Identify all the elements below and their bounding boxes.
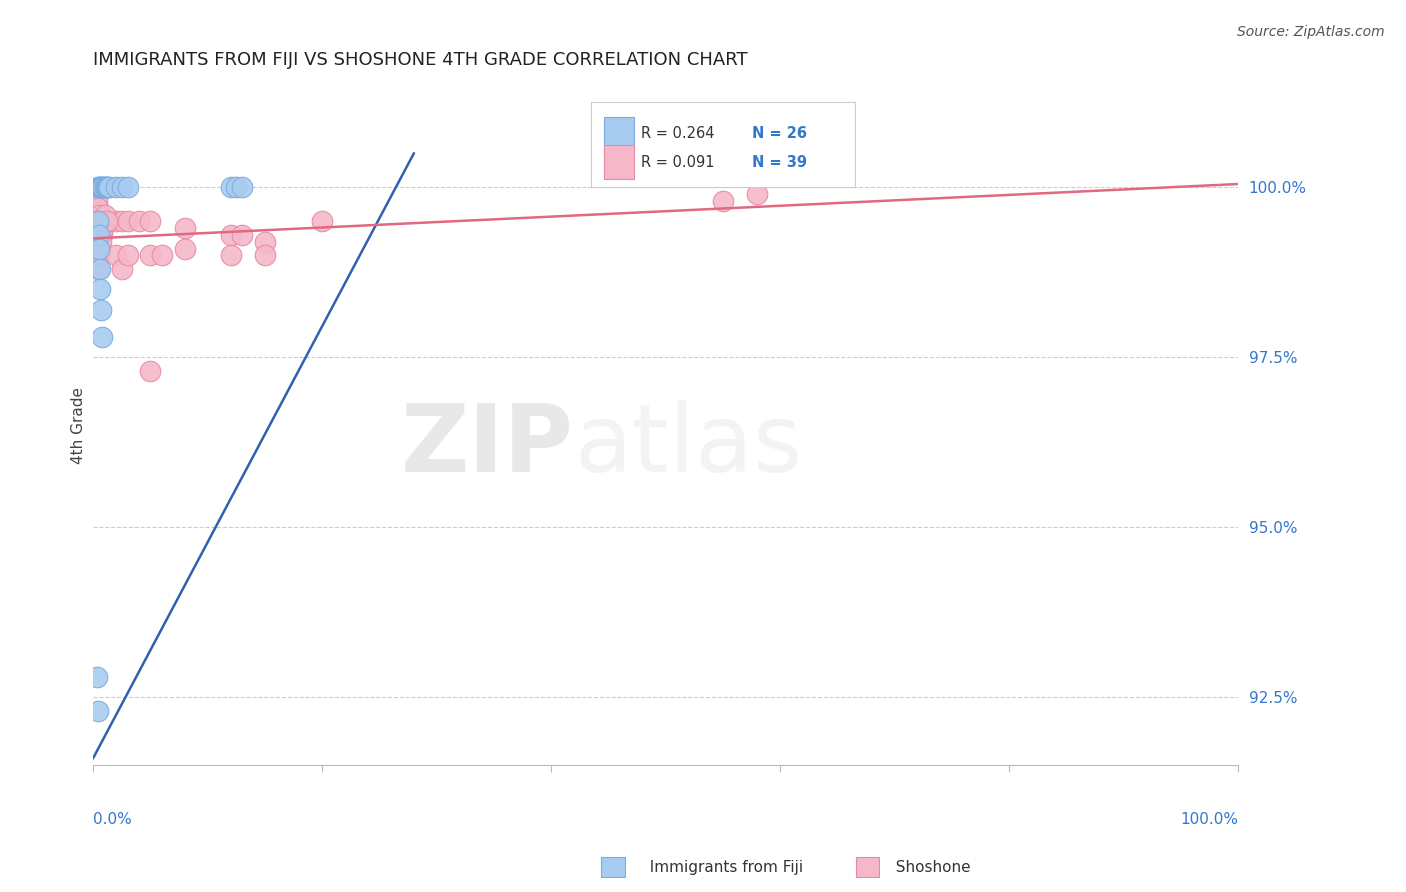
Text: Source: ZipAtlas.com: Source: ZipAtlas.com xyxy=(1237,25,1385,39)
Point xyxy=(89,180,111,194)
Point xyxy=(91,180,114,194)
Point xyxy=(311,214,333,228)
Point xyxy=(219,248,242,262)
Point xyxy=(139,214,162,228)
Text: R = 0.091: R = 0.091 xyxy=(641,154,714,169)
FancyBboxPatch shape xyxy=(856,857,879,877)
Point xyxy=(747,187,769,202)
Text: N = 39: N = 39 xyxy=(752,154,807,169)
Point xyxy=(150,248,173,262)
Point xyxy=(219,227,242,242)
Point xyxy=(90,302,112,317)
Point xyxy=(117,248,139,262)
Text: 100.0%: 100.0% xyxy=(1180,813,1239,828)
Point xyxy=(87,227,110,242)
Point xyxy=(96,214,118,228)
Text: IMMIGRANTS FROM FIJI VS SHOSHONE 4TH GRADE CORRELATION CHART: IMMIGRANTS FROM FIJI VS SHOSHONE 4TH GRA… xyxy=(93,51,748,69)
Point xyxy=(90,235,112,249)
Point xyxy=(219,180,242,194)
Point xyxy=(87,242,110,256)
Point xyxy=(111,214,134,228)
Text: atlas: atlas xyxy=(574,400,803,491)
Point xyxy=(86,669,108,683)
Point xyxy=(87,214,110,228)
Point xyxy=(87,180,110,194)
Point xyxy=(87,201,110,215)
Point xyxy=(87,248,110,262)
Point xyxy=(231,180,253,194)
Point xyxy=(173,221,195,235)
Point xyxy=(90,180,112,194)
Point xyxy=(98,180,121,194)
Point xyxy=(711,194,734,208)
Text: N = 26: N = 26 xyxy=(752,126,807,141)
Point xyxy=(87,208,110,222)
Point xyxy=(93,180,115,194)
Point xyxy=(89,261,111,276)
Point xyxy=(98,214,121,228)
Point xyxy=(128,214,150,228)
Point xyxy=(93,208,115,222)
Y-axis label: 4th Grade: 4th Grade xyxy=(72,387,86,464)
Point xyxy=(96,180,118,194)
Text: 0.0%: 0.0% xyxy=(93,813,132,828)
Point xyxy=(89,282,111,296)
Point xyxy=(91,227,114,242)
Point xyxy=(231,227,253,242)
Point xyxy=(111,261,134,276)
Point xyxy=(139,364,162,378)
Point xyxy=(90,221,112,235)
Point xyxy=(105,248,128,262)
Point xyxy=(111,180,134,194)
Point xyxy=(93,214,115,228)
Point xyxy=(93,221,115,235)
Text: Immigrants from Fiji: Immigrants from Fiji xyxy=(640,860,803,874)
Point xyxy=(87,261,110,276)
Point xyxy=(139,248,162,262)
Point xyxy=(94,180,117,194)
Point xyxy=(253,235,276,249)
Text: ZIP: ZIP xyxy=(401,400,574,491)
Point xyxy=(97,180,120,194)
Text: Shoshone: Shoshone xyxy=(886,860,970,874)
FancyBboxPatch shape xyxy=(592,103,855,187)
Point xyxy=(87,221,110,235)
Point xyxy=(87,180,110,194)
Point xyxy=(225,180,247,194)
Point xyxy=(91,330,114,344)
Text: R = 0.264: R = 0.264 xyxy=(641,126,714,141)
FancyBboxPatch shape xyxy=(603,117,634,150)
Point xyxy=(87,704,110,718)
Point xyxy=(173,242,195,256)
Point xyxy=(117,214,139,228)
Point xyxy=(86,227,108,242)
Point xyxy=(105,214,128,228)
FancyBboxPatch shape xyxy=(603,145,634,178)
FancyBboxPatch shape xyxy=(602,857,624,877)
Point xyxy=(93,180,115,194)
Point xyxy=(86,248,108,262)
Point xyxy=(253,248,276,262)
Point xyxy=(89,242,111,256)
Point xyxy=(89,214,111,228)
Point xyxy=(105,180,128,194)
Point xyxy=(86,194,108,208)
Point xyxy=(117,180,139,194)
